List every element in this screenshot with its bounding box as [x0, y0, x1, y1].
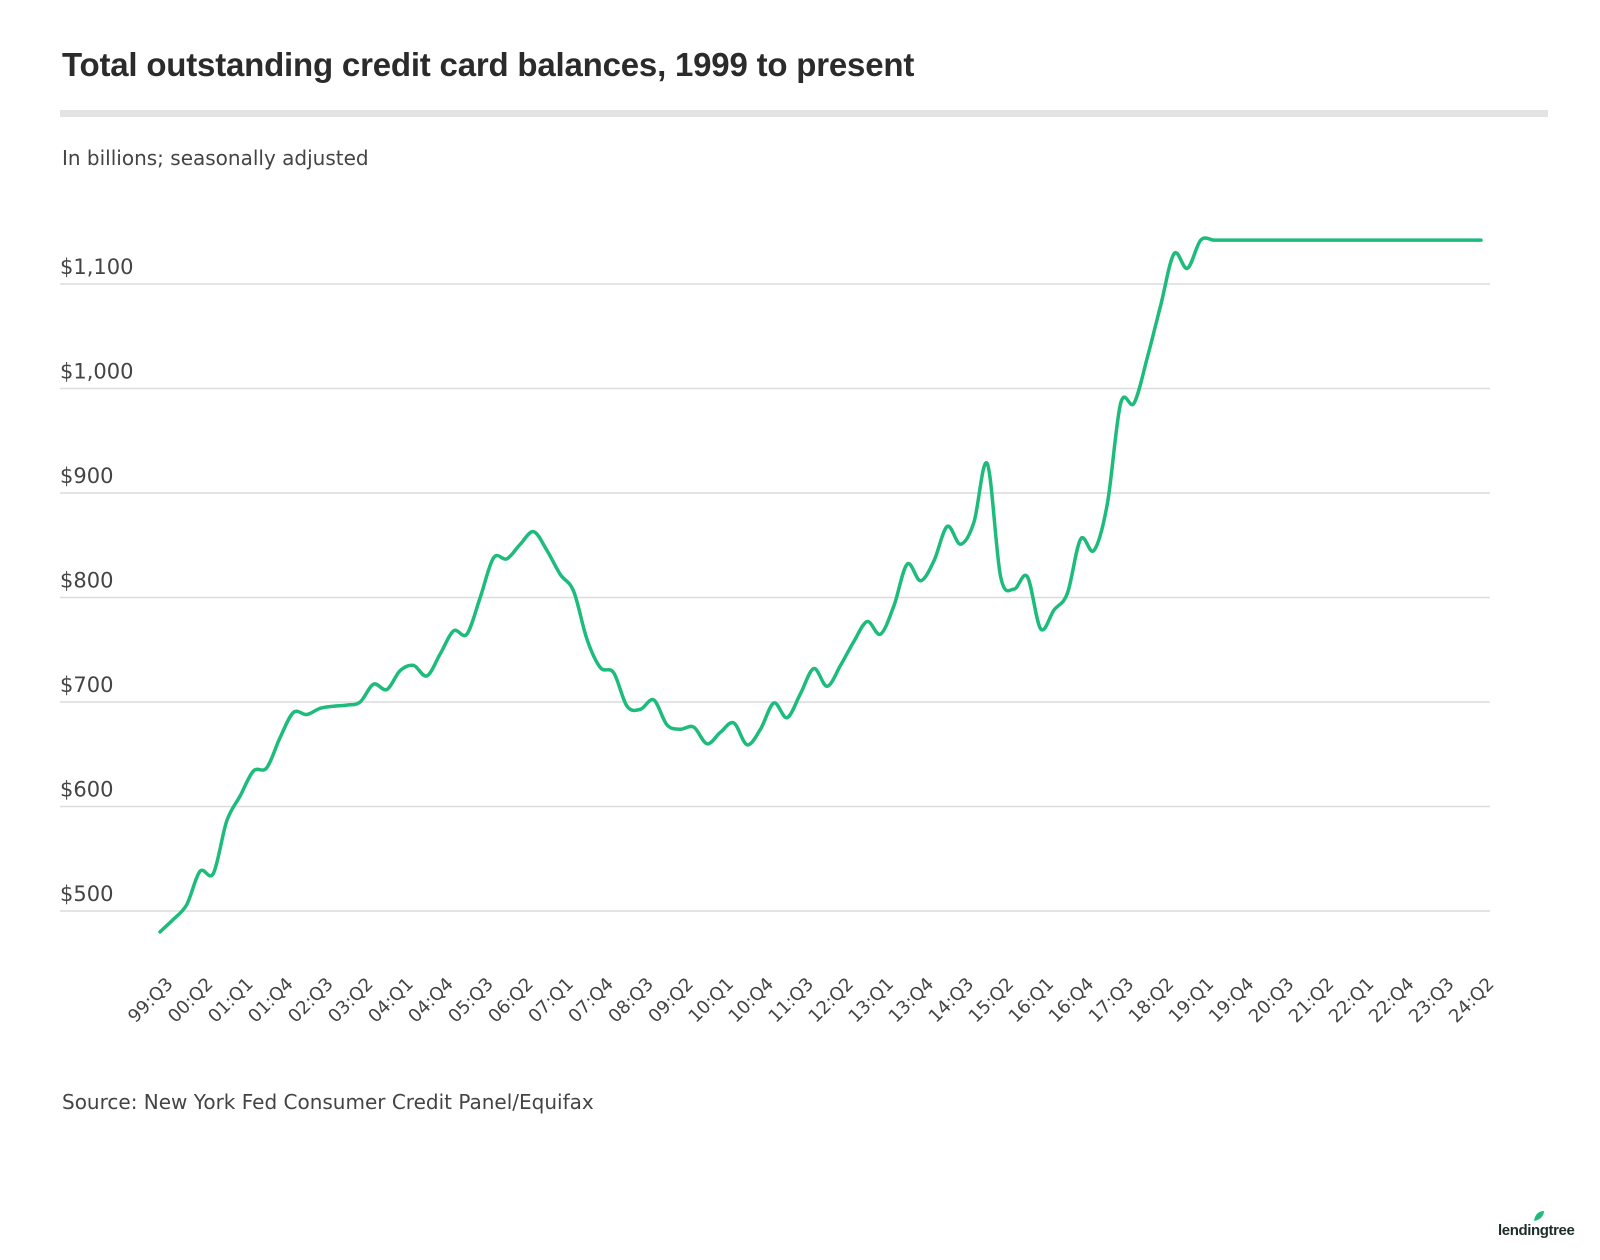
x-tick-label: 20:Q3 [1245, 974, 1298, 1027]
x-axis-tick-labels: 99:Q300:Q201:Q101:Q402:Q303:Q204:Q104:Q4… [124, 974, 1498, 1027]
x-tick-label: 22:Q1 [1325, 974, 1378, 1027]
series-line [158, 236, 1483, 934]
x-tick-label: 09:Q2 [644, 974, 697, 1027]
x-tick-label: 10:Q1 [685, 974, 738, 1027]
x-tick-label: 14:Q3 [925, 974, 978, 1027]
x-tick-label: 16:Q4 [1045, 974, 1098, 1027]
x-tick-label: 17:Q3 [1085, 974, 1138, 1027]
x-tick-label: 04:Q4 [404, 974, 457, 1027]
x-tick-label: 18:Q2 [1125, 974, 1178, 1027]
x-tick-label: 01:Q1 [204, 974, 257, 1027]
x-tick-label: 04:Q1 [364, 974, 417, 1027]
x-tick-label: 19:Q4 [1205, 974, 1258, 1027]
x-tick-label: 15:Q2 [965, 974, 1018, 1027]
y-tick-label: $900 [60, 464, 113, 488]
y-tick-label: $1,000 [60, 360, 133, 384]
gridlines [60, 283, 1490, 912]
x-tick-label: 07:Q1 [524, 974, 577, 1027]
x-tick-label: 07:Q4 [564, 974, 617, 1027]
series-balances [158, 236, 1483, 934]
x-tick-label: 13:Q1 [845, 974, 898, 1027]
x-tick-label: 05:Q3 [444, 974, 497, 1027]
x-tick-label: 06:Q2 [484, 974, 537, 1027]
title-divider [60, 110, 1548, 117]
y-tick-label: $1,100 [60, 255, 133, 279]
x-tick-label: 22:Q4 [1365, 974, 1418, 1027]
x-tick-label: 01:Q4 [244, 974, 297, 1027]
x-tick-label: 23:Q3 [1405, 974, 1458, 1027]
chart-subtitle: In billions; seasonally adjusted [62, 146, 369, 170]
y-tick-label: $600 [60, 778, 113, 802]
leaf-icon [1534, 1211, 1544, 1221]
x-tick-label: 10:Q4 [725, 974, 778, 1027]
x-tick-label: 12:Q2 [805, 974, 858, 1027]
x-tick-label: 11:Q3 [765, 974, 818, 1027]
x-tick-label: 02:Q3 [284, 974, 337, 1027]
x-tick-label: 00:Q2 [164, 974, 217, 1027]
x-tick-label: 13:Q4 [885, 974, 938, 1027]
x-tick-label: 21:Q2 [1285, 974, 1338, 1027]
y-axis-tick-labels: $500 $600 $700 $800 $900 $1,000 $1,100 [60, 255, 133, 906]
x-tick-label: 08:Q3 [604, 974, 657, 1027]
x-tick-label: 16:Q1 [1005, 974, 1058, 1027]
y-tick-label: $500 [60, 882, 113, 906]
x-tick-label: 24:Q2 [1445, 974, 1498, 1027]
y-tick-label: $800 [60, 569, 113, 593]
x-tick-label: 99:Q3 [124, 974, 177, 1027]
x-tick-label: 19:Q1 [1165, 974, 1218, 1027]
source-note: Source: New York Fed Consumer Credit Pan… [62, 1090, 594, 1114]
lendingtree-logo: lendingtree [1498, 1222, 1575, 1239]
y-tick-label: $700 [60, 673, 113, 697]
chart-title: Total outstanding credit card balances, … [62, 46, 915, 83]
x-tick-label: 03:Q2 [324, 974, 377, 1027]
